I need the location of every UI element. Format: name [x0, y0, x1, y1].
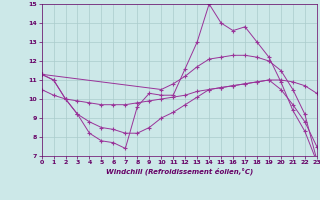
- X-axis label: Windchill (Refroidissement éolien,°C): Windchill (Refroidissement éolien,°C): [106, 168, 253, 175]
